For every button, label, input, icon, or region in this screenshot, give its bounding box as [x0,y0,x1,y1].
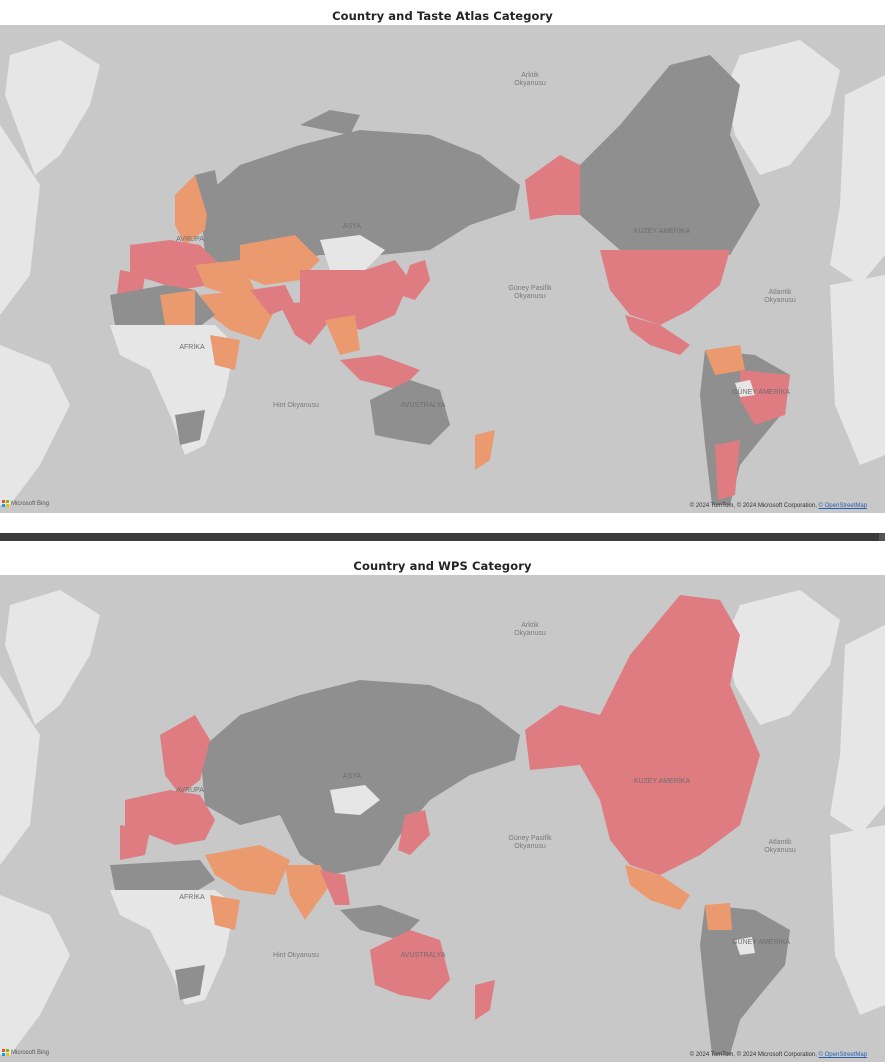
australia-label: AVUSTRALYA [400,952,446,959]
microsoft-bing-logo-icon: Microsoft Bing [2,1049,49,1056]
usa [600,250,730,325]
atlantic-ocean-label: Atlantik Okyanusu [764,289,796,304]
map-title: Country and Taste Atlas Category [332,9,553,23]
atlantic-ocean-label: Atlantik Okyanusu [764,839,796,854]
australia [370,380,450,445]
arctic-ocean-label: Arktik Okyanusu [514,622,546,637]
logo-text: Microsoft Bing [11,1049,50,1056]
attribution-text: © 2024 TomTom, © 2024 Microsoft Corporat… [689,503,817,509]
logo-text: Microsoft Bing [11,500,50,507]
indian-ocean-label: Hint Okyanusu [273,952,319,959]
north-america-label: KUZEY AMERİKA [633,228,691,235]
pacific-ocean-label: Güney Pasifik Okyanusu [508,285,552,300]
africa-label: AFRİKA [179,894,205,901]
map-title: Country and WPS Category [353,559,532,573]
greenland-east [725,40,840,175]
arctic-ocean-label: Arktik Okyanusu [514,72,546,87]
map-canvas[interactable]: Arktik Okyanusu ASYA AVRUPA AFRİKA Hint … [0,575,885,1062]
map-canvas[interactable]: Arktik Okyanusu ASYA AVRUPA AFRİKA Hint … [0,25,885,513]
map-attribution: © 2024 TomTom, © 2024 Microsoft Corporat… [690,503,867,509]
south-america-label: GÜNEY AMERİKA [732,389,790,396]
openstreetmap-link[interactable]: © OpenStreetMap [818,503,867,509]
indian-ocean-label: Hint Okyanusu [273,402,319,409]
asia-label: ASYA [342,773,362,780]
north-america-label: KUZEY AMERİKA [633,778,691,785]
alaska [525,155,580,220]
attribution-text: © 2024 TomTom, © 2024 Microsoft Corporat… [689,1052,817,1058]
south-america-label: GÜNEY AMERİKA [732,939,790,946]
europe-label: AVRUPA [176,787,204,794]
africa-label: AFRİKA [179,344,205,351]
microsoft-bing-logo-icon: Microsoft Bing [2,500,49,507]
pacific-ocean-label: Güney Pasifik Okyanusu [508,835,552,850]
panel-divider [0,533,885,541]
greenland-west [5,40,100,175]
openstreetmap-link[interactable]: © OpenStreetMap [818,1052,867,1058]
map-svg [0,575,885,1062]
australia-label: AVUSTRALYA [400,402,446,409]
asia-label: ASYA [342,223,362,230]
map-panel-taste-atlas: Country and Taste Atlas Category [0,9,885,513]
map-attribution: © 2024 TomTom, © 2024 Microsoft Corporat… [690,1052,867,1058]
map-svg [0,25,885,513]
europe-label: AVRUPA [176,236,204,243]
map-panel-wps: Country and WPS Category [0,541,885,1062]
canada [580,55,760,255]
